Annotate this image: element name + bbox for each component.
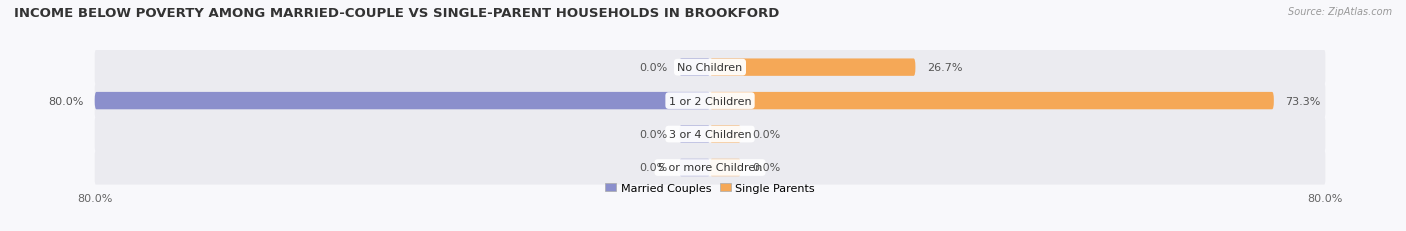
FancyBboxPatch shape [710, 159, 741, 176]
FancyBboxPatch shape [710, 92, 1274, 110]
Text: 80.0%: 80.0% [48, 96, 83, 106]
Text: 0.0%: 0.0% [752, 130, 780, 140]
Text: 0.0%: 0.0% [640, 63, 668, 73]
FancyBboxPatch shape [679, 159, 710, 176]
FancyBboxPatch shape [710, 126, 741, 143]
FancyBboxPatch shape [94, 84, 1326, 118]
FancyBboxPatch shape [94, 92, 710, 110]
Legend: Married Couples, Single Parents: Married Couples, Single Parents [603, 181, 817, 195]
FancyBboxPatch shape [679, 126, 710, 143]
Text: 5 or more Children: 5 or more Children [658, 163, 762, 173]
Text: 26.7%: 26.7% [927, 63, 963, 73]
FancyBboxPatch shape [94, 117, 1326, 152]
Text: Source: ZipAtlas.com: Source: ZipAtlas.com [1288, 7, 1392, 17]
Text: 73.3%: 73.3% [1285, 96, 1320, 106]
Text: 0.0%: 0.0% [752, 163, 780, 173]
FancyBboxPatch shape [710, 59, 915, 76]
FancyBboxPatch shape [679, 59, 710, 76]
FancyBboxPatch shape [94, 51, 1326, 85]
Text: No Children: No Children [678, 63, 742, 73]
Text: 3 or 4 Children: 3 or 4 Children [669, 130, 751, 140]
Text: 0.0%: 0.0% [640, 130, 668, 140]
Text: 1 or 2 Children: 1 or 2 Children [669, 96, 751, 106]
Text: 0.0%: 0.0% [640, 163, 668, 173]
FancyBboxPatch shape [94, 151, 1326, 185]
Text: INCOME BELOW POVERTY AMONG MARRIED-COUPLE VS SINGLE-PARENT HOUSEHOLDS IN BROOKFO: INCOME BELOW POVERTY AMONG MARRIED-COUPL… [14, 7, 779, 20]
